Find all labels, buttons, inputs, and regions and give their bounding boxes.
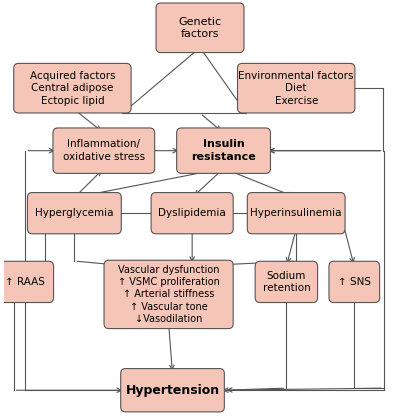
Text: Sodium
retention: Sodium retention [262,271,310,293]
FancyBboxPatch shape [177,128,270,173]
FancyBboxPatch shape [104,260,233,329]
FancyBboxPatch shape [14,64,131,113]
Text: Hyperglycemia: Hyperglycemia [35,208,114,218]
FancyBboxPatch shape [329,261,380,303]
FancyBboxPatch shape [151,193,233,234]
FancyBboxPatch shape [156,3,244,53]
Text: Vascular dysfunction
↑ VSMC proliferation
↑ Arterial stiffness
↑ Vascular tone
↓: Vascular dysfunction ↑ VSMC proliferatio… [118,265,220,324]
FancyBboxPatch shape [255,261,318,303]
Text: Hyperinsulinemia: Hyperinsulinemia [251,208,342,218]
Text: Acquired factors
Central adipose
Ectopic lipid: Acquired factors Central adipose Ectopic… [30,71,115,106]
Text: Dyslipidemia: Dyslipidemia [158,208,226,218]
FancyBboxPatch shape [121,369,224,412]
Text: ↑ RAAS: ↑ RAAS [6,277,45,287]
FancyBboxPatch shape [53,128,155,173]
FancyBboxPatch shape [0,261,54,303]
Text: Inflammation/
oxidative stress: Inflammation/ oxidative stress [63,140,145,162]
Text: Environmental factors
Diet
Exercise: Environmental factors Diet Exercise [239,71,354,106]
Text: Insulin
resistance: Insulin resistance [191,140,256,162]
Text: Genetic
factors: Genetic factors [178,17,222,39]
FancyBboxPatch shape [237,64,355,113]
Text: Hypertension: Hypertension [125,384,220,397]
Text: ↑ SNS: ↑ SNS [338,277,371,287]
FancyBboxPatch shape [247,193,345,234]
FancyBboxPatch shape [27,193,121,234]
